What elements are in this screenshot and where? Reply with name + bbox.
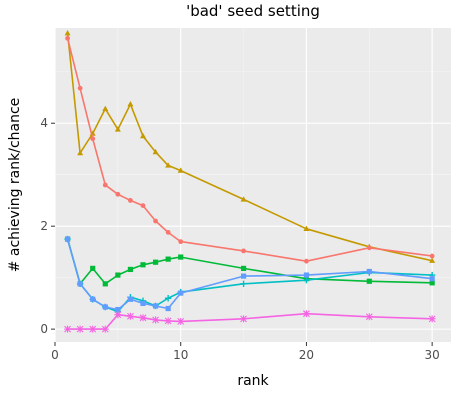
data-point	[240, 273, 247, 279]
data-point	[428, 315, 436, 323]
y-tick-label: 0	[40, 322, 48, 336]
x-tick-label: 20	[299, 348, 314, 362]
data-point	[90, 136, 96, 142]
series-line	[66, 38, 433, 263]
data-point	[429, 253, 435, 259]
series-layer	[64, 29, 436, 333]
data-point	[178, 290, 184, 296]
data-point	[240, 280, 247, 288]
data-point	[77, 281, 83, 287]
data-point	[102, 281, 108, 287]
data-point	[153, 218, 158, 224]
series-line	[66, 33, 433, 262]
data-point	[240, 196, 247, 202]
data-point	[165, 162, 172, 168]
data-point	[303, 272, 310, 278]
axis-ticks: 0 10 20 30 0 2 4	[40, 116, 439, 362]
y-tick-label: 2	[40, 219, 48, 233]
y-axis-title: # achieving rank/chance	[7, 98, 23, 273]
data-point	[304, 258, 309, 264]
data-point	[177, 167, 184, 173]
series-6	[64, 310, 436, 333]
data-point	[77, 85, 83, 91]
data-point	[102, 105, 109, 112]
data-point	[165, 305, 171, 312]
data-point	[140, 132, 146, 139]
data-point	[152, 259, 159, 265]
data-point	[64, 325, 72, 333]
data-point	[178, 239, 184, 245]
data-point	[178, 254, 184, 260]
data-point	[140, 203, 146, 208]
data-point	[64, 29, 71, 36]
data-point	[303, 277, 310, 284]
x-tick-label: 10	[173, 348, 188, 362]
data-point	[140, 262, 146, 268]
x-tick-label: 0	[51, 348, 59, 362]
data-point	[101, 325, 109, 333]
data-point	[127, 266, 134, 273]
data-point	[115, 272, 121, 278]
chart-title: 'bad' seed setting	[186, 2, 320, 20]
data-point	[139, 314, 147, 322]
data-point	[152, 316, 160, 324]
data-point	[77, 149, 84, 156]
data-point	[429, 280, 435, 286]
data-point	[366, 278, 372, 284]
data-point	[126, 312, 134, 320]
data-point	[115, 191, 121, 197]
data-point	[302, 310, 310, 318]
data-point	[90, 265, 96, 271]
data-point	[140, 300, 146, 306]
data-point	[152, 148, 159, 155]
data-point	[241, 248, 246, 254]
data-point	[164, 317, 172, 325]
data-point	[102, 182, 108, 188]
data-point	[76, 325, 84, 333]
x-tick-label: 30	[425, 348, 440, 362]
data-point	[165, 256, 171, 262]
data-point	[240, 315, 248, 323]
data-point	[366, 245, 372, 251]
data-point	[127, 296, 134, 302]
data-point	[128, 198, 133, 203]
data-point	[429, 276, 435, 282]
major-gridlines	[54, 28, 451, 342]
data-point	[114, 126, 121, 132]
x-axis-title: rank	[237, 373, 269, 389]
data-point	[64, 236, 71, 242]
plot-panel	[55, 28, 451, 342]
data-point	[65, 35, 70, 41]
minor-gridlines	[55, 28, 451, 342]
data-point	[152, 303, 159, 309]
data-point	[102, 304, 108, 310]
data-point	[177, 317, 185, 325]
y-tick-label: 4	[40, 116, 48, 130]
data-point	[240, 265, 247, 271]
data-point	[366, 268, 372, 275]
data-point	[165, 229, 171, 235]
data-point	[365, 313, 373, 321]
data-point	[429, 257, 436, 263]
data-point	[90, 296, 96, 302]
data-point	[115, 306, 121, 313]
series-2	[65, 35, 435, 264]
series-5	[64, 236, 435, 313]
data-point	[303, 225, 310, 231]
data-point	[114, 311, 122, 319]
data-point	[127, 100, 134, 107]
data-point	[89, 325, 97, 333]
data-point	[164, 295, 172, 302]
